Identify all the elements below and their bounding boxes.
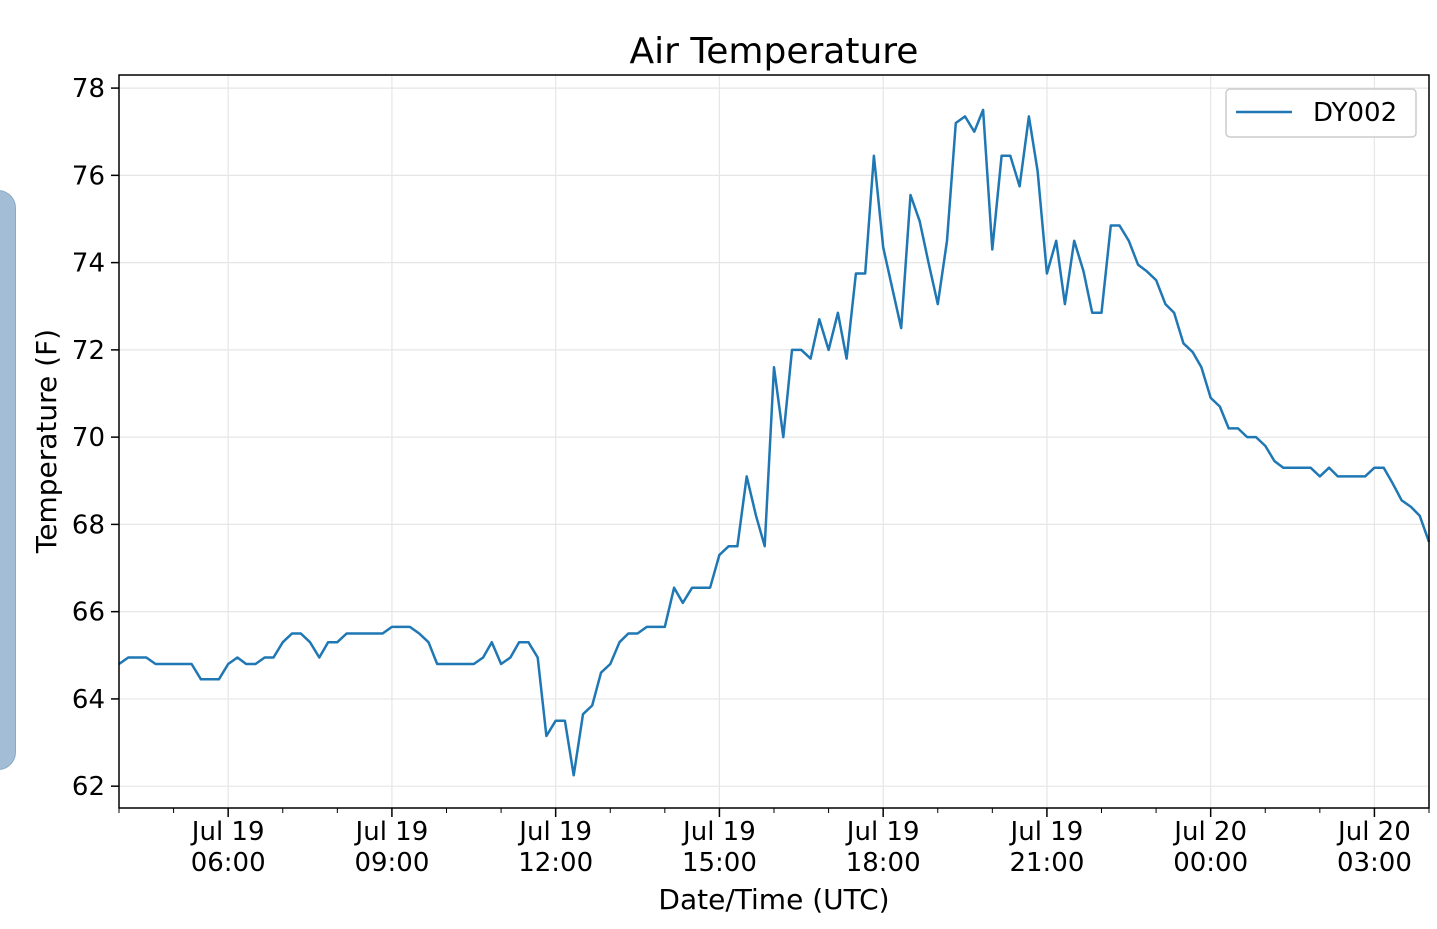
x-tick-label-time: 12:00 bbox=[518, 848, 593, 878]
legend: DY002 bbox=[1225, 88, 1417, 138]
x-tick-label-date: Jul 20 bbox=[1336, 817, 1411, 847]
y-tick-label: 72 bbox=[72, 336, 105, 366]
x-tick-label-date: Jul 19 bbox=[845, 817, 920, 847]
x-tick-label-time: 00:00 bbox=[1173, 848, 1248, 878]
y-tick-label: 62 bbox=[72, 772, 105, 802]
y-tick-label: 64 bbox=[72, 685, 105, 715]
x-tick-label-time: 21:00 bbox=[1009, 848, 1084, 878]
legend-box bbox=[1225, 88, 1417, 138]
y-axis-label: Temperature (F) bbox=[30, 329, 63, 554]
series-line-dy002 bbox=[118, 108, 1431, 777]
x-tick-label-time: 03:00 bbox=[1337, 848, 1412, 878]
y-tick-label: 76 bbox=[72, 161, 105, 191]
x-tick-label-time: 18:00 bbox=[846, 848, 921, 878]
plot-area-frame bbox=[118, 74, 1430, 809]
chart-title: Air Temperature bbox=[630, 31, 919, 72]
x-tick-label-date: Jul 19 bbox=[190, 817, 265, 847]
legend-label: DY002 bbox=[1313, 98, 1397, 128]
y-tick-label: 68 bbox=[72, 510, 105, 540]
y-tick-label: 78 bbox=[72, 74, 105, 104]
y-tick-label: 74 bbox=[72, 249, 105, 279]
x-tick-label-time: 06:00 bbox=[191, 848, 266, 878]
x-tick-label-date: Jul 19 bbox=[681, 817, 756, 847]
x-tick-label-date: Jul 19 bbox=[517, 817, 592, 847]
x-tick-label-date: Jul 19 bbox=[354, 817, 429, 847]
y-tick-label: 66 bbox=[72, 598, 105, 628]
x-tick-label-time: 15:00 bbox=[682, 848, 757, 878]
x-tick-label-date: Jul 19 bbox=[1009, 817, 1084, 847]
grid-lines bbox=[119, 75, 1429, 808]
x-tick-label-time: 09:00 bbox=[354, 848, 429, 878]
series-layer bbox=[118, 108, 1431, 777]
x-tick-label-date: Jul 20 bbox=[1172, 817, 1247, 847]
y-tick-label: 70 bbox=[72, 423, 105, 453]
x-axis-label: Date/Time (UTC) bbox=[658, 883, 889, 916]
